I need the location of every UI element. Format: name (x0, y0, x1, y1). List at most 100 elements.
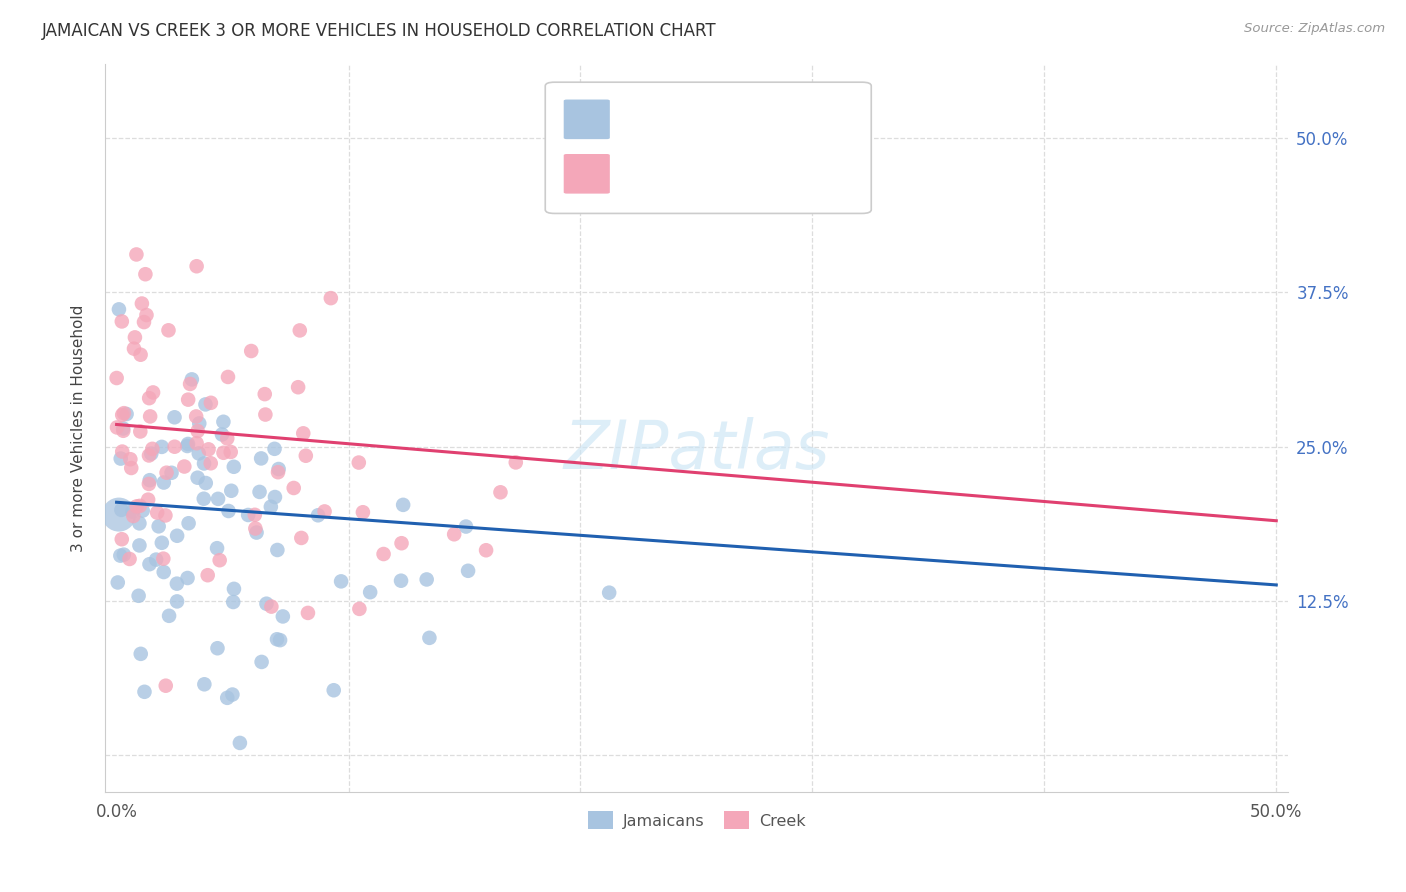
Point (217, 432, 239, 446)
Point (128, 589, 150, 603)
Point (166, 529, 188, 543)
Point (217, 690, 239, 705)
Point (125, 500, 148, 514)
Point (263, 442, 285, 456)
Point (128, 499, 150, 513)
Point (269, 633, 291, 648)
Point (176, 439, 198, 453)
Point (359, 585, 381, 599)
Point (146, 506, 169, 520)
Point (188, 417, 211, 431)
Point (292, 426, 315, 441)
Point (121, 504, 143, 518)
Point (138, 477, 160, 491)
Point (138, 391, 160, 405)
Point (266, 632, 288, 647)
Point (219, 445, 242, 459)
Point (128, 538, 150, 552)
Point (392, 498, 415, 512)
Point (505, 455, 527, 469)
Point (254, 408, 277, 422)
Point (129, 348, 152, 362)
Point (256, 597, 278, 611)
Point (129, 647, 152, 661)
Text: ZIPatlas: ZIPatlas (564, 417, 830, 483)
Point (186, 436, 208, 450)
Point (297, 606, 319, 620)
Point (207, 491, 229, 506)
Point (349, 602, 371, 616)
Point (222, 582, 245, 596)
Point (240, 344, 263, 359)
Point (180, 372, 202, 386)
Point (249, 484, 271, 499)
Point (110, 549, 132, 563)
Point (132, 315, 155, 329)
Point (173, 459, 195, 474)
Point (283, 481, 305, 495)
Point (271, 609, 294, 624)
Point (139, 409, 162, 424)
Point (212, 415, 235, 429)
Point (295, 449, 318, 463)
Point (141, 442, 163, 456)
Point (105, 371, 128, 385)
Y-axis label: 3 or more Vehicles in Household: 3 or more Vehicles in Household (72, 304, 86, 552)
Point (120, 452, 142, 467)
Point (250, 451, 273, 466)
Point (157, 608, 180, 623)
Point (194, 476, 217, 491)
Point (193, 457, 215, 471)
Point (179, 376, 201, 391)
Point (150, 440, 173, 454)
Point (243, 508, 266, 522)
Point (194, 397, 217, 411)
Point (155, 508, 177, 523)
Point (153, 475, 176, 490)
Point (221, 688, 243, 702)
Point (245, 521, 267, 535)
Point (314, 504, 336, 518)
Point (138, 449, 160, 463)
Point (112, 548, 135, 562)
Point (177, 516, 200, 531)
Point (138, 473, 160, 487)
Point (598, 585, 620, 599)
Point (108, 508, 131, 522)
Point (187, 446, 209, 460)
Point (454, 519, 477, 533)
Point (260, 500, 283, 514)
Point (193, 491, 215, 506)
Point (221, 483, 243, 498)
Point (112, 424, 135, 438)
Point (155, 679, 177, 693)
Point (152, 551, 174, 566)
Point (207, 641, 229, 656)
Point (132, 503, 155, 517)
Point (187, 424, 209, 438)
Point (443, 527, 465, 541)
Point (110, 451, 132, 466)
Point (152, 565, 174, 579)
Point (112, 406, 135, 420)
Point (264, 490, 287, 504)
Point (347, 456, 370, 470)
Point (250, 655, 273, 669)
Point (267, 462, 290, 476)
Point (163, 410, 186, 425)
Point (112, 421, 135, 435)
Point (218, 504, 240, 518)
Point (115, 407, 138, 421)
Point (145, 552, 167, 566)
Point (128, 516, 150, 531)
Point (166, 576, 188, 591)
Point (267, 465, 290, 479)
Point (391, 536, 413, 550)
Point (134, 685, 156, 699)
Point (118, 552, 141, 566)
Point (475, 543, 498, 558)
Point (288, 323, 311, 337)
Point (415, 573, 437, 587)
Point (260, 599, 283, 614)
Point (142, 385, 165, 400)
